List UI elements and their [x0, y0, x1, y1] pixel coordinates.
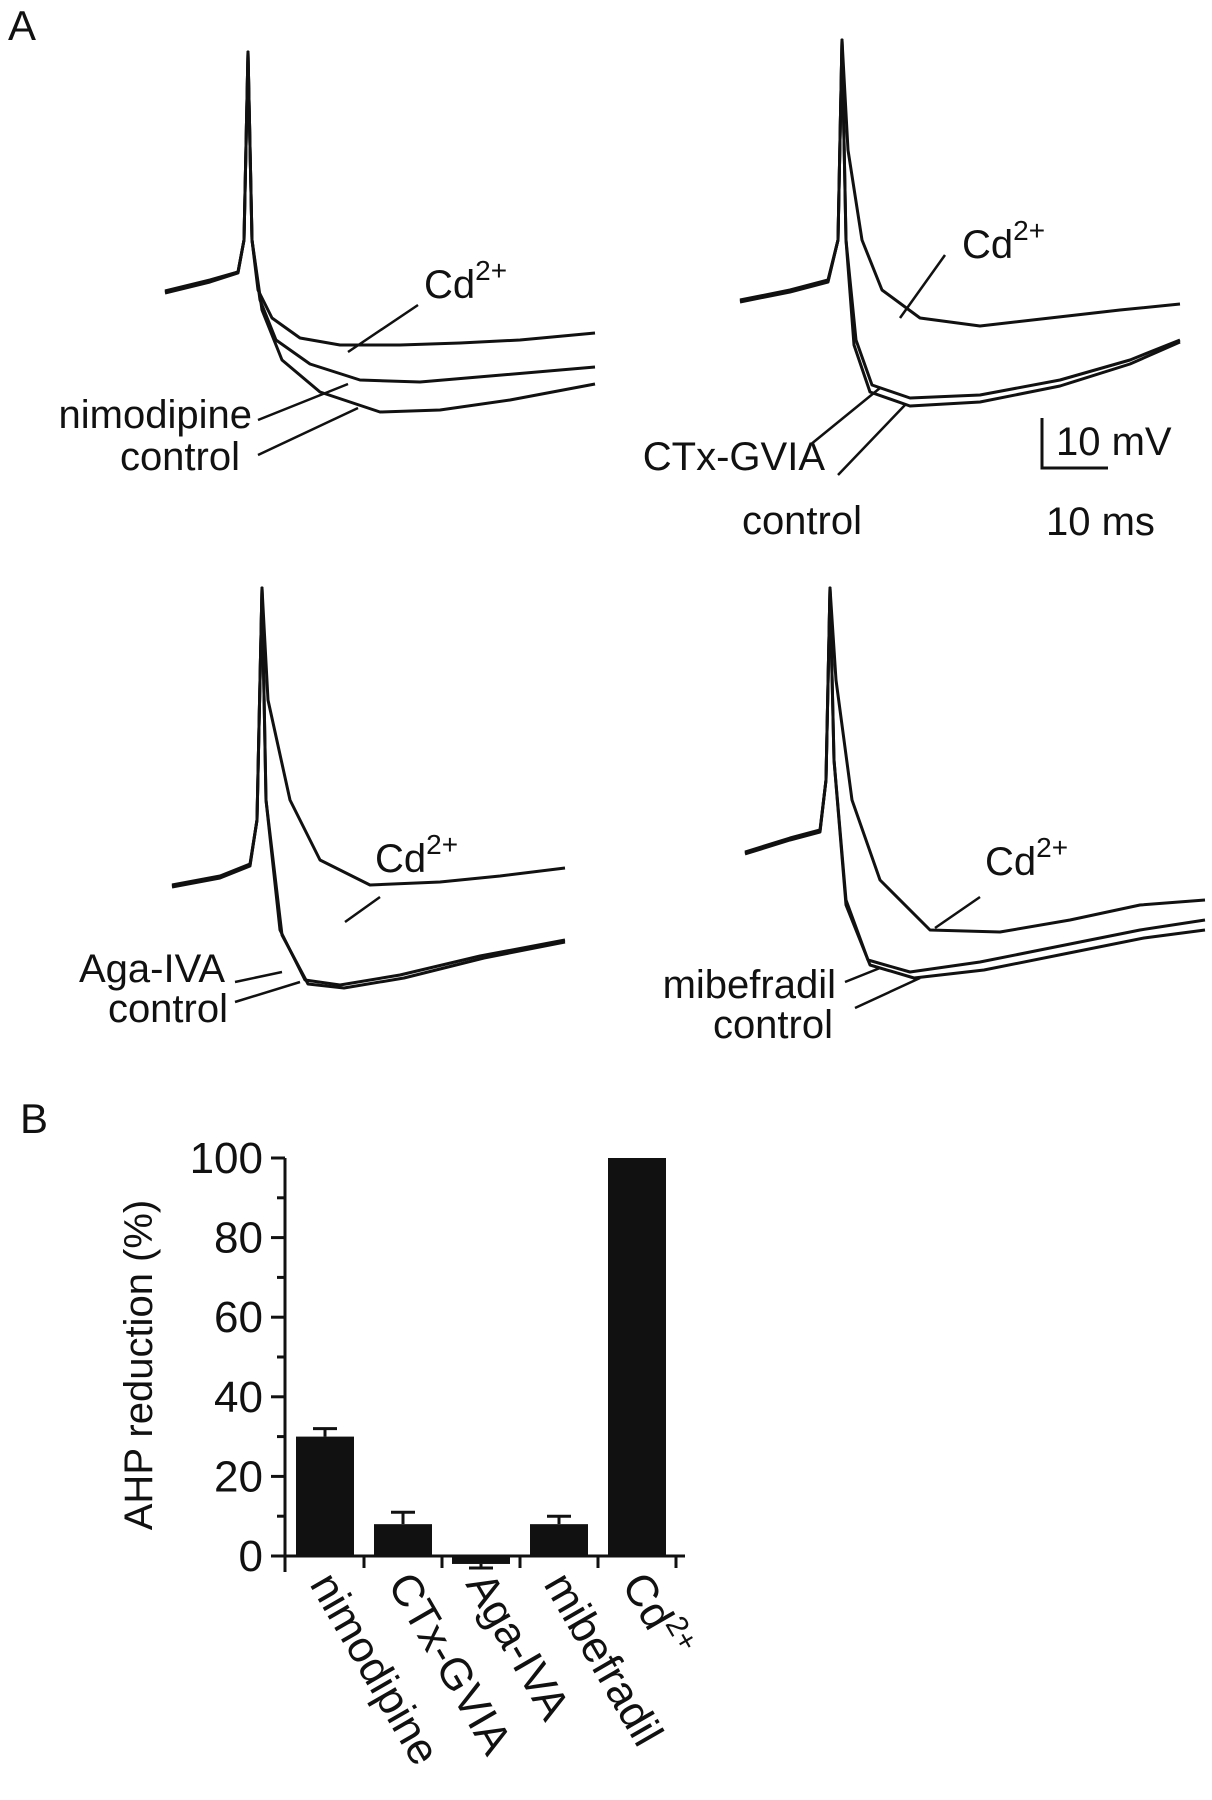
trace-panel-aga: Cd2+ Aga-IVA control [79, 586, 566, 1031]
bar-nimodipine [296, 1436, 354, 1556]
scale-bar-voltage-label: 10 mV [1056, 420, 1172, 464]
panel-a-letter: A [8, 2, 36, 49]
error-bar [391, 1510, 415, 1525]
y-tick-label: 0 [239, 1532, 263, 1581]
label-control: control [742, 499, 862, 543]
error-bar [547, 1514, 571, 1525]
leader-nimodipine [257, 382, 349, 422]
leader-cd [898, 254, 947, 319]
y-tick-label: 100 [190, 1134, 263, 1183]
trace-mibefradil [744, 586, 1206, 974]
trace-cd [744, 586, 1206, 934]
leader-cd [934, 895, 981, 930]
trace-cd [164, 50, 596, 347]
trace-control [164, 50, 596, 414]
trace-control [171, 586, 566, 990]
label-cd: Cd2+ [985, 832, 1068, 884]
trace-panel-mibefradil: Cd2+ mibefradil control [663, 586, 1206, 1047]
trace-cd [171, 586, 566, 887]
y-axis-label: AHP reduction (%) [117, 1200, 161, 1531]
bars [296, 1158, 666, 1564]
label-nimodipine: nimodipine [59, 393, 252, 437]
scale-bar: 10 mV 10 ms [1040, 418, 1172, 544]
label-control: control [713, 1003, 833, 1047]
leader-cd [344, 895, 381, 924]
trace-cd [739, 38, 1181, 328]
trace-panel-ctx: Cd2+ CTx-GVIA control [643, 38, 1181, 543]
error-bar [313, 1427, 337, 1437]
trace-nimodipine [164, 50, 596, 384]
leader-control [257, 406, 359, 457]
trace-control [744, 586, 1206, 980]
y-ticks: 0 20 40 60 80 100 [190, 1134, 285, 1581]
scale-bar-time-label: 10 ms [1046, 500, 1155, 544]
label-aga: Aga-IVA [79, 947, 225, 991]
error-bars [313, 1427, 571, 1570]
trace-aga [171, 586, 566, 987]
label-ctx: CTx-GVIA [643, 435, 826, 479]
leader-control [854, 976, 921, 1010]
trace-ctx [739, 38, 1181, 400]
leader-control [234, 980, 301, 1004]
label-cd: Cd2+ [962, 215, 1045, 267]
leader-control [837, 404, 906, 476]
y-tick-label: 60 [214, 1293, 263, 1342]
x-ticks [362, 1556, 678, 1568]
bar-mibefradil [530, 1524, 588, 1556]
leader-cd [347, 303, 419, 354]
panel-b-letter: B [20, 1095, 48, 1142]
trace-panel-nimodipine: Cd2+ nimodipine control [59, 50, 596, 479]
label-mibefradil: mibefradil [663, 963, 836, 1007]
label-control: control [108, 987, 228, 1031]
y-tick-label: 80 [214, 1214, 263, 1263]
trace-control [739, 38, 1181, 408]
y-tick-label: 20 [214, 1452, 263, 1501]
y-tick-label: 40 [214, 1373, 263, 1422]
label-control: control [120, 435, 240, 479]
bar-aga-iva [452, 1556, 510, 1564]
leader-mibefradil [844, 966, 881, 984]
label-cd: Cd2+ [375, 829, 458, 881]
bar-chart: 0 20 40 60 80 100 nimodipineCTx-GVIAAga-IVAmi… [117, 1134, 704, 1773]
leader-ctx [809, 387, 881, 446]
label-cd: Cd2+ [424, 255, 507, 307]
scale-bar-lines [1040, 418, 1108, 470]
bar-cd [608, 1158, 666, 1556]
bar-ctx-gvia [374, 1524, 432, 1556]
error-bar [469, 1563, 493, 1570]
leader-aga [234, 970, 283, 984]
